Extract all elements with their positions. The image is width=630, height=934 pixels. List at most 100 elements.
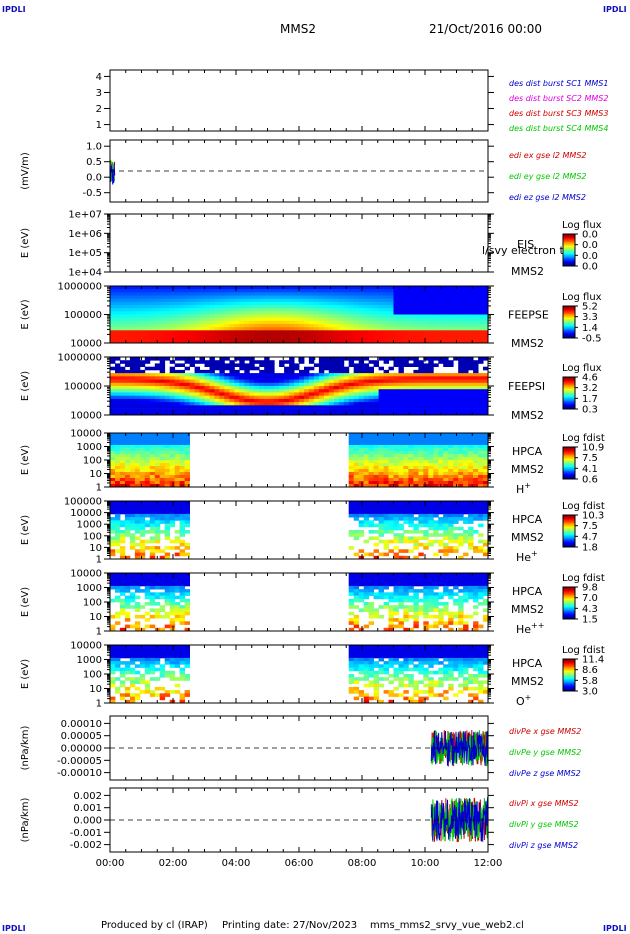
- heatmap-cell: [229, 392, 235, 396]
- heatmap-cell: [388, 389, 394, 393]
- heatmap-cell: [363, 552, 370, 557]
- heatmap-cell: [398, 533, 404, 537]
- heatmap-cell: [159, 451, 166, 455]
- heatmap-cell: [119, 481, 126, 485]
- heatmap-cell: [234, 357, 240, 361]
- heatmap-cell: [378, 448, 384, 452]
- heatmap-cell: [348, 373, 355, 377]
- heatmap-cell: [189, 392, 195, 396]
- heatmap-cell: [110, 317, 116, 322]
- heatmap-cell: [453, 463, 459, 467]
- heatmap-cell: [304, 317, 310, 322]
- colorbar-cell: [563, 251, 575, 253]
- heatmap-cell: [269, 389, 275, 393]
- heatmap-cell: [353, 376, 360, 380]
- heatmap-cell: [328, 405, 335, 409]
- heatmap-cell: [259, 376, 265, 380]
- heatmap-cell: [139, 308, 146, 312]
- heatmap-cell: [388, 510, 394, 515]
- heatmap-cell: [169, 289, 176, 293]
- heatmap-cell: [443, 373, 449, 377]
- heatmap-cell: [239, 376, 245, 380]
- heatmap-cell: [179, 314, 185, 319]
- heatmap-cell: [164, 433, 171, 437]
- y-axis-label: E (eV): [20, 371, 31, 401]
- heatmap-cell: [194, 360, 200, 364]
- heatmap-cell: [448, 289, 454, 293]
- heatmap-cell: [398, 292, 404, 296]
- heatmap-cell: [134, 457, 141, 461]
- heatmap-cell: [249, 363, 255, 367]
- heatmap-cell: [294, 324, 300, 328]
- heatmap-cell: [244, 389, 250, 393]
- heatmap-cell: [244, 305, 250, 309]
- heatmap-cell: [269, 366, 275, 371]
- heatmap-cell: [274, 324, 280, 328]
- heatmap-cell: [119, 292, 126, 296]
- heatmap-cell: [343, 314, 350, 319]
- heatmap-cell: [318, 308, 325, 312]
- heatmap-cell: [269, 376, 275, 380]
- heatmap-cell: [164, 530, 171, 534]
- heatmap-cell: [164, 398, 171, 403]
- heatmap-cell: [159, 336, 166, 341]
- heatmap-cell: [179, 533, 185, 537]
- heatmap-cell: [368, 317, 374, 322]
- heatmap-cell: [154, 408, 161, 413]
- heatmap-cell: [209, 382, 215, 387]
- heatmap-cell: [214, 301, 220, 306]
- heatmap-cell: [269, 292, 275, 296]
- heatmap-cell: [308, 366, 315, 371]
- heatmap-cell: [403, 530, 409, 534]
- heatmap-cell: [423, 363, 429, 367]
- heatmap-cell: [413, 292, 419, 296]
- colorbar-cell: [563, 335, 575, 337]
- heatmap-cell: [134, 301, 141, 306]
- heatmap-cell: [443, 324, 449, 328]
- heatmap-cell: [115, 595, 121, 600]
- heatmap-cell: [154, 395, 161, 400]
- heatmap-cell: [289, 392, 295, 396]
- heatmap-cell: [294, 301, 300, 306]
- heatmap-cell: [299, 389, 305, 393]
- heatmap-cell: [134, 595, 141, 600]
- heatmap-cell: [408, 330, 414, 334]
- heatmap-cell: [468, 363, 474, 367]
- colorbar-tick-label: 5.2: [582, 302, 598, 313]
- heatmap-cell: [209, 402, 215, 406]
- heatmap-cell: [169, 448, 176, 452]
- heatmap-cell: [308, 382, 315, 387]
- heatmap-cell: [328, 376, 335, 380]
- heatmap-cell: [164, 504, 171, 508]
- heatmap-cell: [433, 314, 439, 319]
- heatmap-cell: [413, 530, 419, 534]
- heatmap-cell: [378, 439, 384, 443]
- heatmap-cell: [438, 386, 444, 390]
- heatmap-cell: [209, 379, 215, 384]
- heatmap-cell: [323, 373, 330, 377]
- heatmap-cell: [154, 445, 161, 449]
- heatmap-cell: [323, 317, 330, 322]
- heatmap-cell: [174, 314, 181, 319]
- heatmap-cell: [159, 373, 166, 377]
- heatmap-cell: [194, 408, 200, 413]
- heatmap-cell: [423, 392, 429, 396]
- colorbar-cell: [563, 308, 575, 311]
- heatmap-cell: [458, 389, 464, 393]
- heatmap-cell: [119, 301, 126, 306]
- heatmap-cell: [468, 317, 474, 322]
- heatmap-cell: [159, 585, 166, 590]
- heatmap-cell: [154, 327, 161, 331]
- heatmap-cell: [468, 448, 474, 452]
- heatmap-cell: [209, 295, 215, 300]
- heatmap-cell: [134, 369, 141, 374]
- heatmap-cell: [259, 286, 265, 290]
- heatmap-cell: [129, 484, 136, 488]
- heatmap-cell: [149, 439, 156, 443]
- heatmap-cell: [388, 327, 394, 331]
- species-charge: +: [531, 549, 538, 558]
- colorbar-cell: [563, 528, 575, 530]
- heatmap-cell: [483, 448, 489, 452]
- heatmap-cell: [383, 386, 389, 390]
- heatmap-cell: [433, 357, 439, 361]
